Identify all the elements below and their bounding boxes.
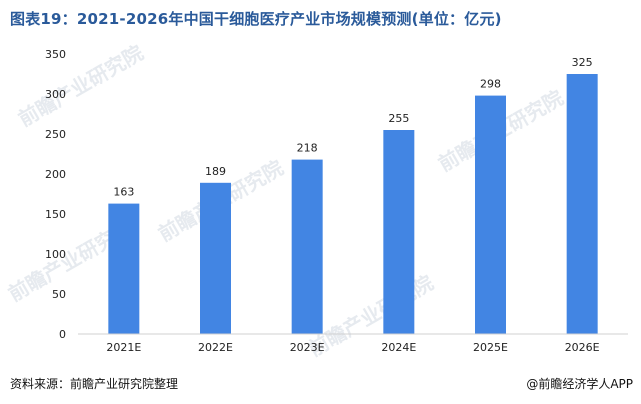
y-axis: 0 50 100 150 200 250 300 350	[45, 48, 66, 341]
x-tick-label: 2026E	[565, 341, 600, 354]
y-tick-label: 350	[45, 48, 66, 61]
data-label: 163	[113, 186, 134, 199]
y-tick-label: 100	[45, 248, 66, 261]
x-axis: 2021E 2022E 2023E 2024E 2025E 2026E	[78, 333, 628, 354]
y-tick-label: 200	[45, 168, 66, 181]
data-label: 325	[572, 56, 593, 69]
bar	[475, 95, 506, 334]
y-tick-label: 300	[45, 88, 66, 101]
bar	[108, 203, 140, 334]
x-tick-label: 2022E	[198, 341, 233, 354]
chart-title: 图表19：2021-2026年中国干细胞医疗产业市场规模预测(单位：亿元)	[10, 10, 502, 28]
x-tick-label: 2021E	[106, 341, 141, 354]
x-tick-label: 2025E	[473, 341, 508, 354]
source-note: 资料来源：前瞻产业研究院整理	[10, 377, 179, 391]
bar	[566, 74, 598, 334]
data-label: 189	[205, 165, 226, 178]
data-label: 255	[388, 112, 409, 125]
data-label: 218	[297, 142, 318, 155]
y-tick-label: 50	[52, 288, 66, 301]
bar	[200, 182, 231, 334]
data-label: 298	[480, 78, 501, 91]
x-tick-label: 2023E	[290, 341, 325, 354]
y-tick-label: 0	[59, 328, 66, 341]
y-tick-label: 250	[45, 128, 66, 141]
bar-group: 163 189 218 255 298 325	[108, 56, 598, 334]
x-tick-label: 2024E	[381, 341, 416, 354]
brand-note: @前瞻经济学人APP	[526, 377, 633, 391]
bar	[291, 159, 323, 334]
bar	[383, 130, 415, 334]
y-tick-label: 150	[45, 208, 66, 221]
